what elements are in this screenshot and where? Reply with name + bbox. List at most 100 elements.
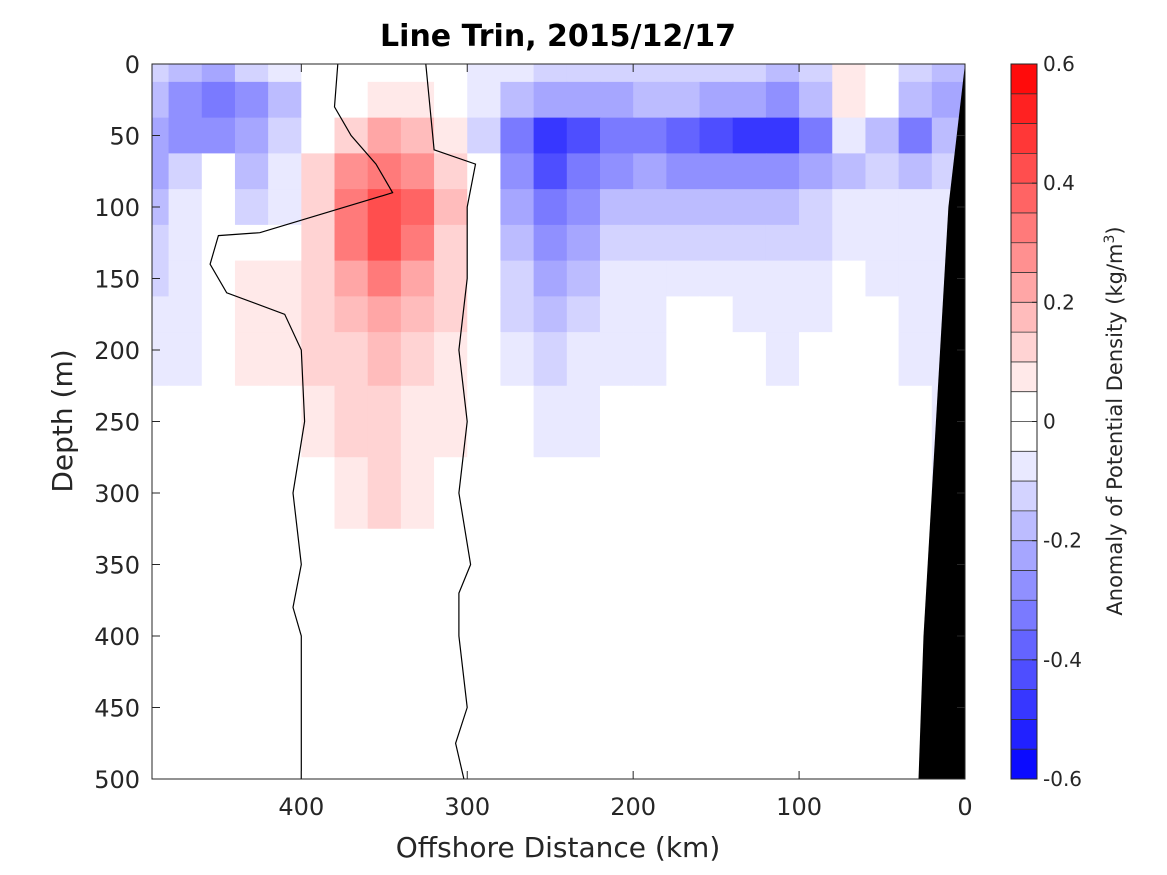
x-tick-label: 300	[444, 793, 490, 821]
colorbar-swatch	[1011, 93, 1037, 124]
colorbar-ticks: -0.6 -0.4 -0.2 0 0.2 0.4 0.6	[1032, 52, 1082, 791]
contour-cell	[799, 81, 833, 119]
contour-cell	[832, 296, 867, 333]
contour-cell	[832, 385, 867, 458]
contour-cell	[832, 457, 867, 530]
contour-cell	[301, 600, 336, 673]
contour-cell	[732, 64, 767, 83]
y-tick-label: 300	[94, 480, 140, 508]
colorbar-swatch	[1011, 630, 1037, 660]
contour-cell	[500, 224, 535, 262]
contour-cell	[898, 457, 933, 530]
contour-cell	[500, 81, 535, 119]
x-tick-label: 100	[776, 793, 822, 821]
contour-cell	[599, 671, 634, 744]
contour-cell	[367, 64, 402, 83]
colorbar-label-main: Anomaly of Potential Density (kg/m	[1103, 244, 1127, 616]
colorbar-swatch	[1011, 421, 1037, 452]
contour-cell	[666, 600, 701, 673]
zero-contours	[209, 64, 477, 779]
contour-cell	[633, 81, 667, 119]
colorbar-swatch	[1011, 540, 1037, 571]
contour-cell	[599, 153, 634, 190]
contour-cell	[633, 743, 667, 779]
colorbar-swatch	[1011, 302, 1037, 333]
contour-cell	[699, 260, 734, 297]
x-tick-label: 0	[957, 793, 972, 821]
contour-cell	[234, 671, 269, 744]
contour-cell	[367, 600, 402, 673]
contour-cell	[633, 64, 667, 83]
contour-cell	[799, 189, 833, 226]
contour-cell	[152, 64, 170, 83]
contour-cell	[765, 743, 800, 779]
contour-cell	[533, 153, 568, 190]
contour-cell	[467, 224, 502, 262]
contour-cell	[865, 296, 900, 333]
contour-cell	[799, 743, 833, 779]
colorbar-tick-label: -0.4	[1043, 648, 1082, 672]
contour-cell	[201, 64, 236, 83]
plot-area: 400 300 200 100 0 0 50 100 150 200 250 300 350 400 45…	[94, 51, 972, 821]
contour-cell	[467, 332, 502, 387]
contour-cell	[301, 671, 336, 744]
contour-cell	[234, 332, 269, 387]
contour-cell	[732, 600, 767, 673]
contour-cell	[367, 81, 402, 119]
contour-cell	[865, 81, 900, 119]
contour-cell	[865, 189, 900, 226]
contour-cell	[201, 117, 236, 154]
contour-cell	[434, 117, 468, 154]
contour-cell	[732, 743, 767, 779]
contour-cell	[467, 296, 502, 333]
contour-cell	[931, 64, 965, 83]
contour-cell	[765, 81, 800, 119]
western-zero-contour	[209, 64, 394, 779]
contour-cell	[334, 600, 369, 673]
y-tick-label: 0	[125, 51, 140, 79]
contour-field	[152, 64, 965, 779]
contour-cell	[434, 260, 468, 297]
contour-cell	[599, 117, 634, 154]
contour-cell	[500, 153, 535, 190]
contour-cell	[400, 457, 435, 530]
contour-cell	[633, 117, 667, 154]
contour-cell	[400, 117, 435, 154]
contour-cell	[599, 296, 634, 333]
contour-cell	[301, 189, 336, 226]
contour-cell	[234, 600, 269, 673]
contour-cell	[533, 117, 568, 154]
contour-cell	[168, 189, 203, 226]
contour-cell	[599, 189, 634, 226]
contour-cell	[234, 385, 269, 458]
contour-cell	[599, 260, 634, 297]
contour-cell	[566, 332, 601, 387]
y-tick-label: 450	[94, 695, 140, 723]
contour-cell	[168, 117, 203, 154]
contour-cell	[533, 528, 568, 601]
contour-cell	[666, 671, 701, 744]
contour-cell	[533, 189, 568, 226]
contour-cell	[434, 224, 468, 262]
contour-cell	[533, 457, 568, 530]
contour-cell	[865, 117, 900, 154]
colorbar-label: Anomaly of Potential Density (kg/m3)	[1102, 226, 1127, 615]
contour-cell	[533, 332, 568, 387]
colorbar-swatches	[1011, 64, 1037, 780]
contour-cell	[599, 332, 634, 387]
contour-cell	[400, 64, 435, 83]
contour-cell	[234, 743, 269, 779]
contour-cell	[234, 260, 269, 297]
contour-cell	[152, 528, 170, 601]
contour-cell	[832, 117, 867, 154]
contour-cell	[268, 332, 302, 387]
eastern-zero-contour	[425, 64, 477, 779]
x-axis-label: Offshore Distance (km)	[396, 831, 721, 864]
contour-cell	[599, 81, 634, 119]
contour-cell	[434, 153, 468, 190]
contour-cell	[599, 385, 634, 458]
contour-cell	[334, 743, 369, 779]
contour-cell	[566, 260, 601, 297]
contour-cell	[168, 671, 203, 744]
